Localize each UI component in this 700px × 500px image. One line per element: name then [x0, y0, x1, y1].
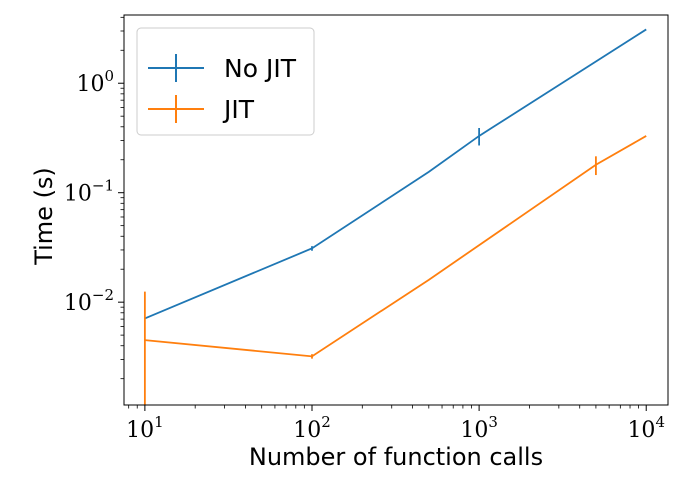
legend-entry: No JIT [148, 54, 297, 83]
x-axis-label: Number of function calls [249, 443, 543, 471]
y-axis-label: Time (s) [30, 167, 58, 266]
y-tick-label: 10−1 [64, 177, 114, 207]
x-tick-label: 104 [627, 413, 665, 443]
series-2 [143, 135, 647, 405]
x-tick-label: 101 [126, 413, 164, 443]
plot-area-frame [123, 14, 669, 406]
y-tick-label: 100 [76, 67, 114, 97]
x-tick-label: 103 [460, 413, 498, 443]
x-tick-label: 102 [293, 413, 331, 443]
series-1 [144, 28, 647, 320]
y-tick-label: 10−2 [64, 286, 114, 316]
legend: No JIT JIT [136, 27, 315, 136]
legend-label: JIT [222, 95, 255, 124]
series-layer [143, 28, 647, 405]
series-line [144, 135, 647, 358]
legend-label: No JIT [224, 54, 297, 83]
ticks-layer: 101 102 103 104 10−2 10−1 100 [64, 16, 665, 443]
legend-entry: JIT [148, 95, 255, 124]
